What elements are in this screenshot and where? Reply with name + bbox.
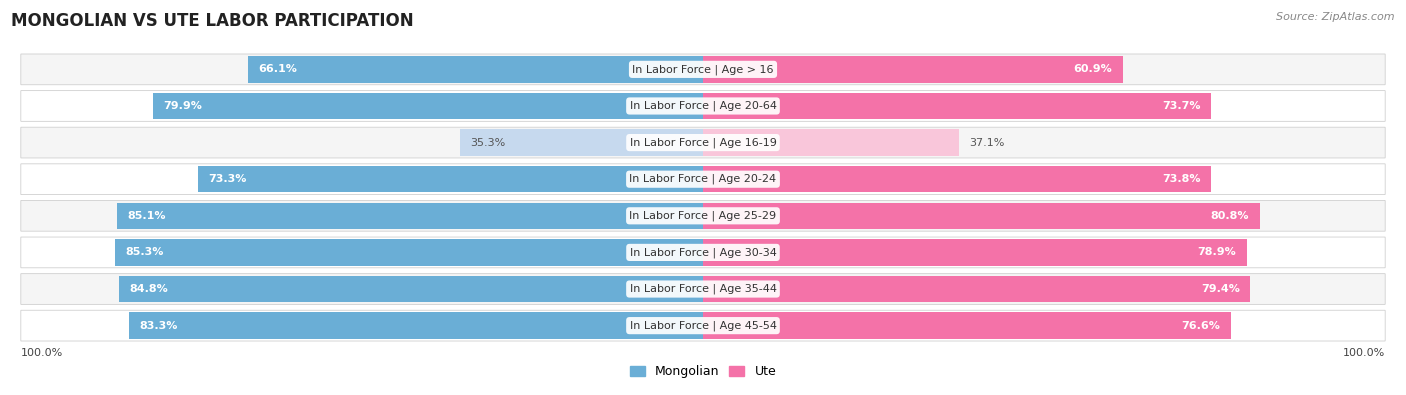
Bar [198, 166, 703, 192]
FancyBboxPatch shape [21, 310, 1385, 341]
Text: In Labor Force | Age 20-64: In Labor Force | Age 20-64 [630, 101, 776, 111]
Bar [118, 276, 703, 302]
Text: 66.1%: 66.1% [257, 64, 297, 74]
Text: 78.9%: 78.9% [1198, 247, 1236, 258]
Text: 73.7%: 73.7% [1161, 101, 1201, 111]
FancyBboxPatch shape [21, 127, 1385, 158]
Bar [703, 276, 1250, 302]
Text: 83.3%: 83.3% [139, 321, 177, 331]
Bar [247, 56, 703, 83]
Legend: Mongolian, Ute: Mongolian, Ute [624, 360, 782, 384]
Bar [460, 130, 703, 156]
Bar [703, 239, 1247, 265]
FancyBboxPatch shape [21, 54, 1385, 85]
Text: In Labor Force | Age > 16: In Labor Force | Age > 16 [633, 64, 773, 75]
Bar [129, 312, 703, 339]
Text: 79.4%: 79.4% [1201, 284, 1240, 294]
Text: 37.1%: 37.1% [969, 137, 1004, 148]
Text: In Labor Force | Age 20-24: In Labor Force | Age 20-24 [630, 174, 776, 184]
Bar [703, 203, 1260, 229]
Text: 73.8%: 73.8% [1163, 174, 1201, 184]
FancyBboxPatch shape [21, 237, 1385, 268]
Text: In Labor Force | Age 16-19: In Labor Force | Age 16-19 [630, 137, 776, 148]
Text: 84.8%: 84.8% [129, 284, 167, 294]
Text: 35.3%: 35.3% [470, 137, 505, 148]
Text: 76.6%: 76.6% [1181, 321, 1220, 331]
Text: In Labor Force | Age 30-34: In Labor Force | Age 30-34 [630, 247, 776, 258]
Text: In Labor Force | Age 35-44: In Labor Force | Age 35-44 [630, 284, 776, 294]
Bar [703, 166, 1212, 192]
FancyBboxPatch shape [21, 164, 1385, 195]
Text: Source: ZipAtlas.com: Source: ZipAtlas.com [1277, 12, 1395, 22]
Bar [703, 312, 1230, 339]
Text: 100.0%: 100.0% [21, 348, 63, 357]
FancyBboxPatch shape [21, 90, 1385, 121]
Text: In Labor Force | Age 45-54: In Labor Force | Age 45-54 [630, 320, 776, 331]
Text: 73.3%: 73.3% [208, 174, 246, 184]
Bar [152, 93, 703, 119]
FancyBboxPatch shape [21, 274, 1385, 305]
Bar [115, 239, 703, 265]
FancyBboxPatch shape [21, 200, 1385, 231]
Text: 85.3%: 85.3% [125, 247, 165, 258]
Text: 85.1%: 85.1% [127, 211, 166, 221]
Text: 100.0%: 100.0% [1343, 348, 1385, 357]
Bar [117, 203, 703, 229]
Text: 80.8%: 80.8% [1211, 211, 1250, 221]
Text: MONGOLIAN VS UTE LABOR PARTICIPATION: MONGOLIAN VS UTE LABOR PARTICIPATION [11, 12, 413, 30]
Text: In Labor Force | Age 25-29: In Labor Force | Age 25-29 [630, 211, 776, 221]
Bar [703, 56, 1122, 83]
Bar [703, 93, 1211, 119]
Text: 60.9%: 60.9% [1073, 64, 1112, 74]
Bar [703, 130, 959, 156]
Text: 79.9%: 79.9% [163, 101, 201, 111]
